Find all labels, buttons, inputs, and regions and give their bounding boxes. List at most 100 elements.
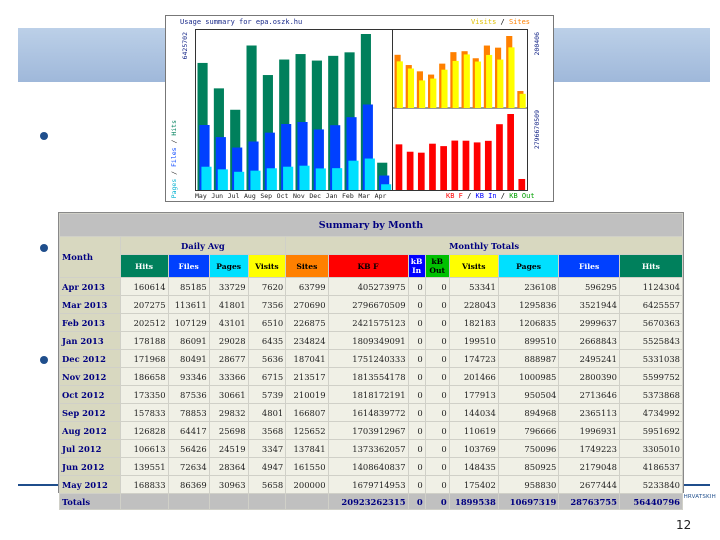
bar-files [199, 124, 210, 190]
value-cell: 0 [407, 277, 426, 296]
value-cell: 207275 [119, 295, 169, 314]
bar-visits [474, 61, 482, 108]
col-visits-daily: Visits [247, 254, 287, 278]
value-cell: 0 [424, 295, 450, 314]
bar-pages [201, 166, 212, 190]
value-cell: 5525843 [618, 331, 684, 350]
month-label: Jun [211, 192, 224, 200]
month-label: Nov [293, 192, 305, 200]
value-cell: 210019 [285, 385, 329, 404]
value-cell: 270690 [285, 295, 329, 314]
value-cell: 1751240333 [327, 349, 409, 368]
value-cell: 2365113 [558, 403, 620, 422]
value-cell: 24519 [208, 439, 249, 458]
value-cell: 4801 [247, 403, 287, 422]
value-cell: 200000 [285, 475, 329, 494]
value-cell: 125652 [285, 421, 329, 440]
bar-pages [234, 171, 245, 190]
chart-legend-visits-sites: Visits / Sites [471, 18, 531, 26]
value-cell: 0 [424, 385, 450, 404]
month-cell: Aug 2012 [59, 421, 121, 440]
month-cell: Nov 2012 [59, 367, 121, 386]
table-row: May 2012 168833 86369 30963 5658 200000 167971… [59, 475, 684, 494]
totals-cell: 0 [424, 493, 450, 510]
value-cell: 0 [424, 277, 450, 296]
chart-plot-hits-files-pages [195, 29, 393, 191]
usage-chart-panel: Usage summary for epa.oszk.hu Visits / S… [165, 15, 554, 202]
daily-avg-header: Daily Avg [119, 236, 287, 255]
value-cell: 2677444 [558, 475, 620, 494]
bar-kbf [440, 146, 447, 190]
chart-legend-kb: KB F / KB In / KB Out [446, 192, 535, 200]
value-cell: 199510 [448, 331, 499, 350]
bar-visits [497, 59, 504, 108]
value-cell: 3521944 [558, 295, 620, 314]
month-cell: Feb 2013 [59, 313, 121, 332]
bar-kbf [395, 144, 403, 190]
month-cell: Apr 2013 [59, 277, 121, 296]
value-cell: 186658 [119, 367, 169, 386]
bar-kbf [496, 124, 503, 190]
value-cell: 202512 [119, 313, 169, 332]
value-cell: 3568 [247, 421, 287, 440]
totals-cell: 1899538 [448, 493, 499, 510]
bar-hits [246, 45, 257, 190]
value-cell: 0 [407, 457, 426, 476]
value-cell: 1295836 [497, 295, 560, 314]
value-cell: 25698 [208, 421, 249, 440]
value-cell: 226875 [285, 313, 329, 332]
value-cell: 1679714953 [327, 475, 409, 494]
value-cell: 1408640837 [327, 457, 409, 476]
chart-y-max-kb: 2796670509 [533, 110, 541, 150]
chart-legend-pages-files-hits: Pages / Files / Hits [170, 120, 178, 199]
bar-kbf [417, 152, 425, 190]
value-cell: 5373868 [618, 385, 684, 404]
value-cell: 3347 [247, 439, 287, 458]
bar-visits [519, 93, 526, 108]
value-cell: 175402 [448, 475, 499, 494]
col-pages-total: Pages [497, 254, 560, 278]
bar-files [248, 141, 259, 190]
value-cell: 6425557 [618, 295, 684, 314]
totals-label: Totals [59, 493, 121, 510]
value-cell: 63799 [285, 277, 329, 296]
table-row: Jul 2012 106613 56426 24519 3347 137841 137336… [59, 439, 684, 458]
value-cell: 1703912967 [327, 421, 409, 440]
bar-files [346, 117, 357, 190]
totals-cell [119, 493, 169, 510]
bar-kbf [473, 142, 481, 190]
month-label: Mar [358, 192, 371, 200]
value-cell: 950504 [497, 385, 560, 404]
month-cell: Jul 2012 [59, 439, 121, 458]
value-cell: 1749223 [558, 439, 620, 458]
bar-files [330, 125, 341, 190]
bar-files [232, 147, 243, 190]
value-cell: 64417 [167, 421, 210, 440]
value-cell: 33729 [208, 277, 249, 296]
value-cell: 6510 [247, 313, 287, 332]
bar-pages [315, 168, 326, 190]
bar-files [362, 104, 373, 190]
value-cell: 177913 [448, 385, 499, 404]
value-cell: 110619 [448, 421, 499, 440]
value-cell: 0 [424, 457, 450, 476]
value-cell: 2713646 [558, 385, 620, 404]
table-row: Mar 2013 207275 113611 41801 7356 270690 27966… [59, 295, 684, 314]
value-cell: 30661 [208, 385, 249, 404]
month-cell: Mar 2013 [59, 295, 121, 314]
table-row: Aug 2012 126828 64417 25698 3568 125652 170391… [59, 421, 684, 440]
value-cell: 888987 [497, 349, 560, 368]
value-cell: 6715 [247, 367, 287, 386]
value-cell: 5739 [247, 385, 287, 404]
bar-hits [328, 55, 339, 191]
value-cell: 213517 [285, 367, 329, 386]
value-cell: 0 [407, 367, 426, 386]
table-row: Sep 2012 157833 78853 29832 4801 166807 161483… [59, 403, 684, 422]
totals-cell [167, 493, 210, 510]
value-cell: 182183 [448, 313, 499, 332]
value-cell: 0 [424, 367, 450, 386]
value-cell: 0 [407, 403, 426, 422]
bar-pages [250, 170, 261, 190]
value-cell: 56426 [167, 439, 210, 458]
month-label: Aug [244, 192, 256, 200]
